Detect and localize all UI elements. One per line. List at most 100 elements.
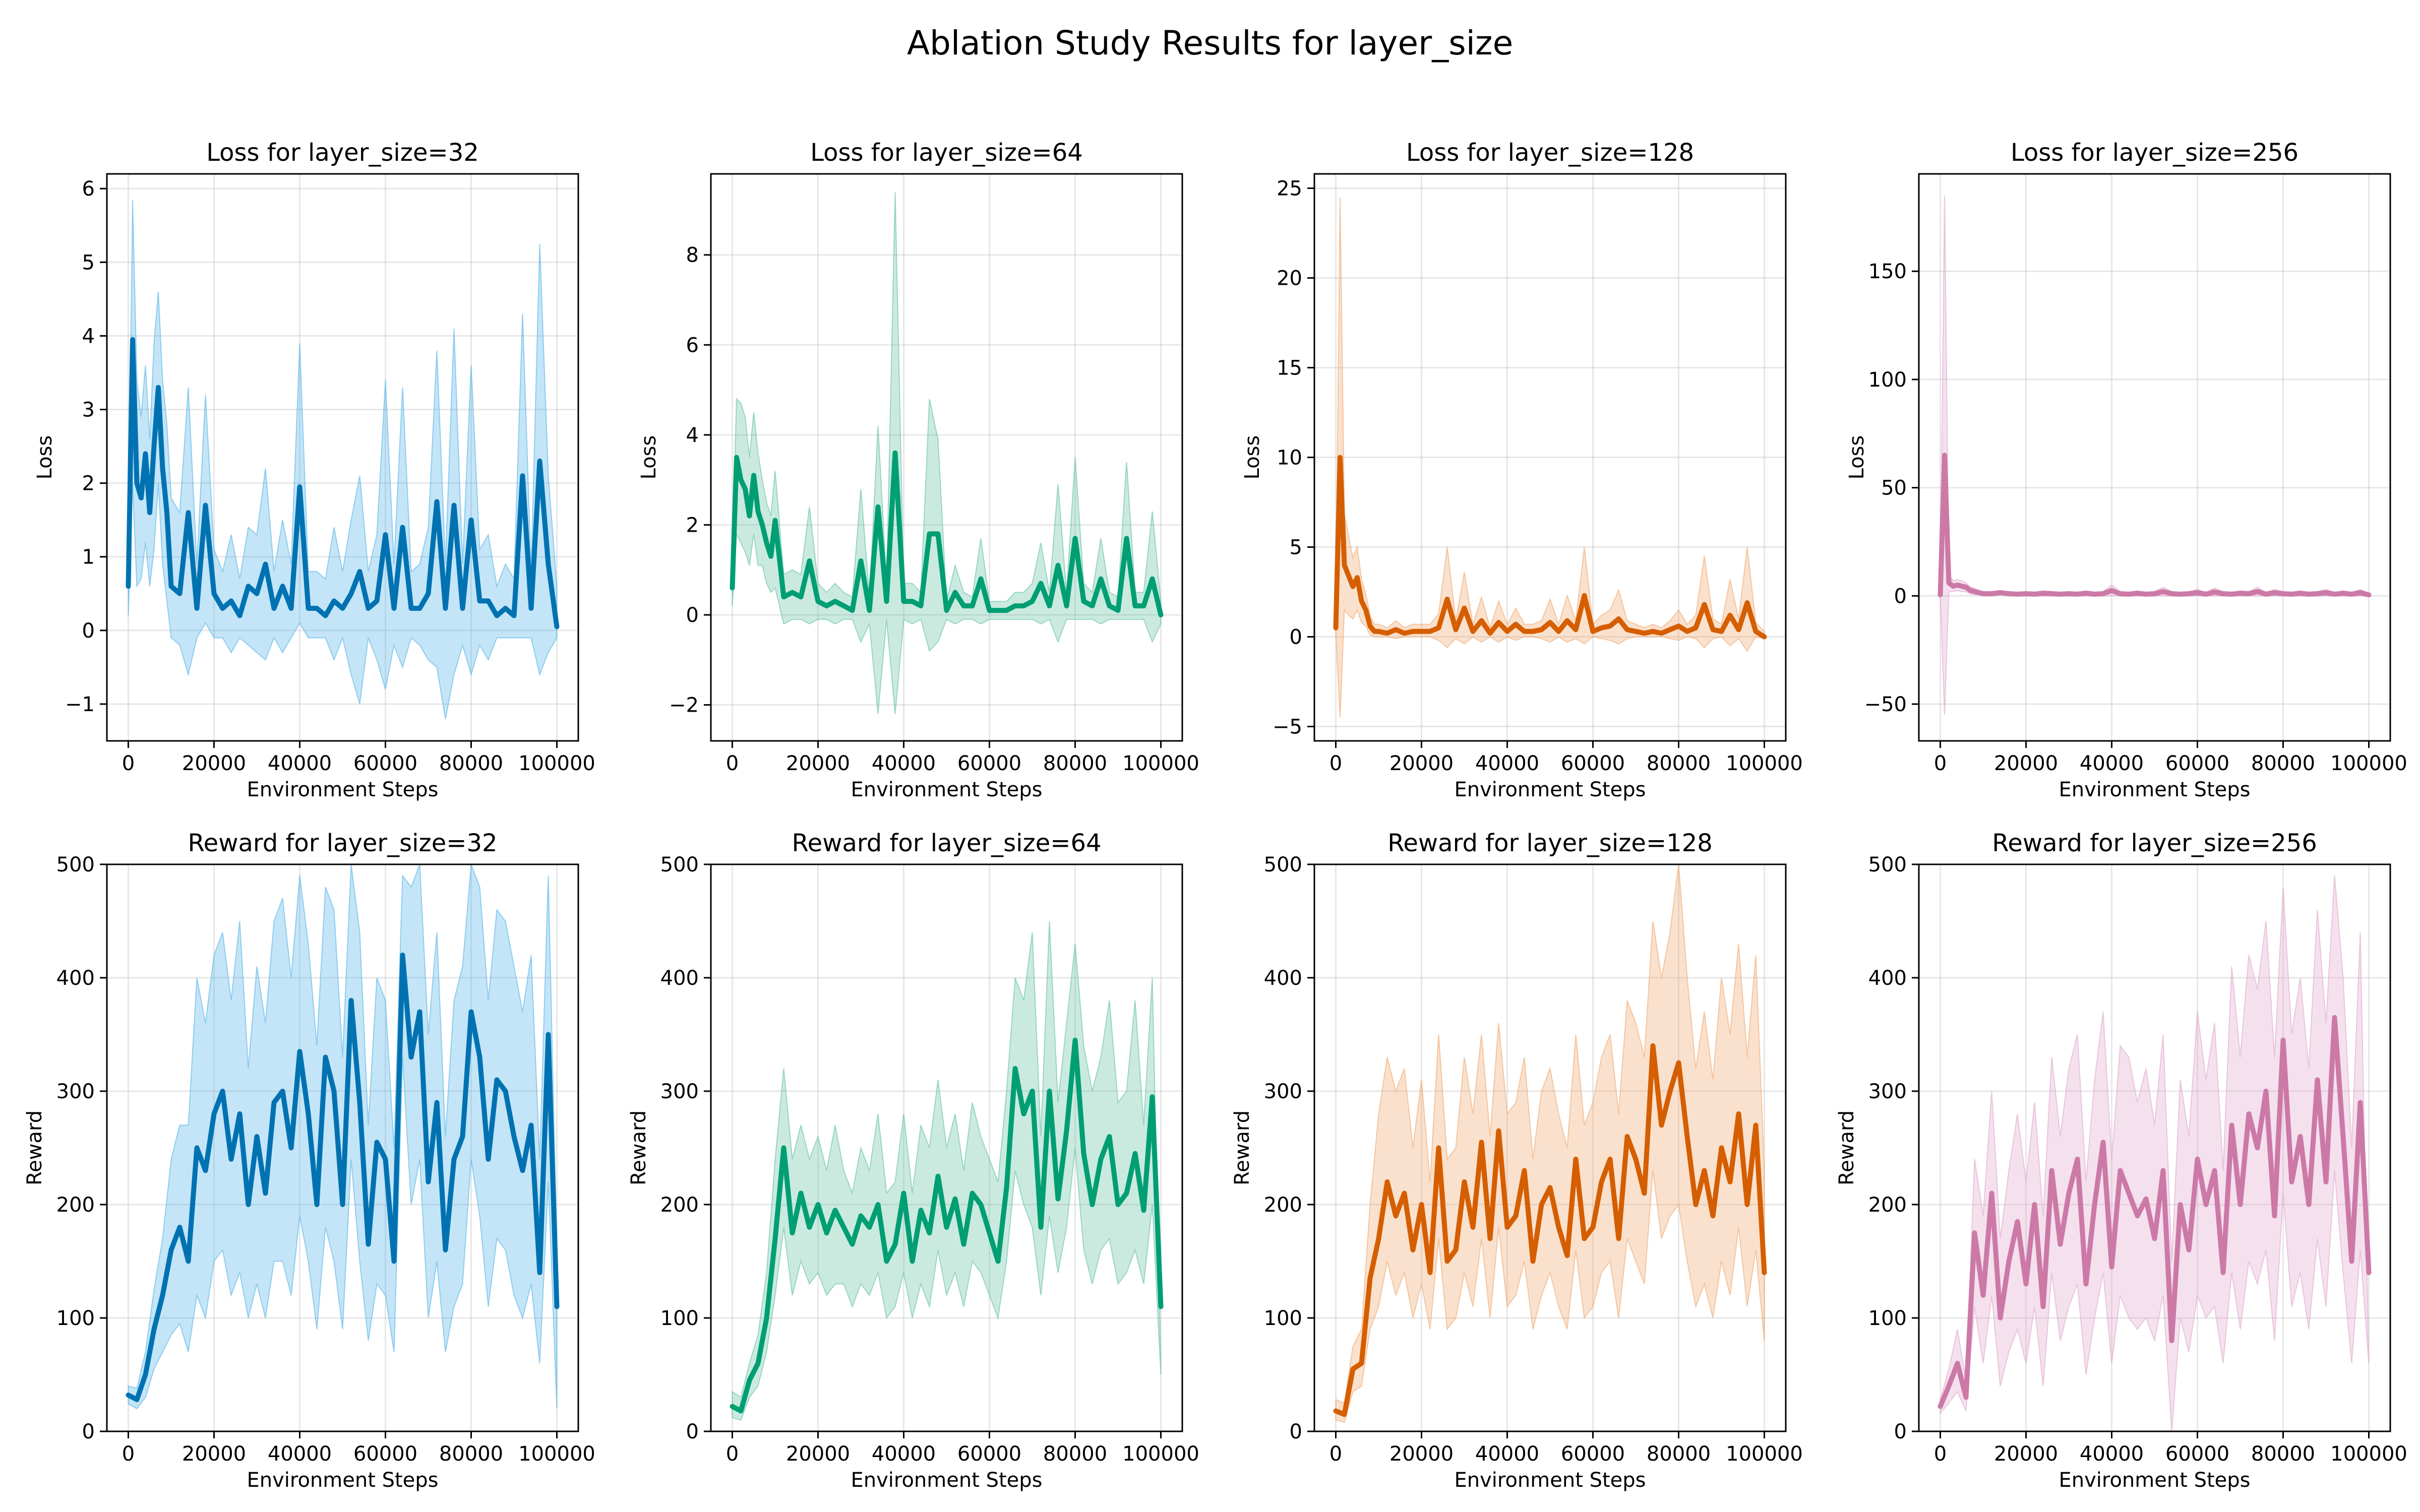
- axes-frame: [710, 173, 1183, 742]
- subplot-title: Reward for layer_size=64: [792, 829, 1101, 857]
- y-tick-label: 0: [686, 604, 699, 627]
- x-tick-label: 100000: [1122, 752, 1199, 775]
- y-tick-label: 0: [686, 1420, 699, 1443]
- subplot-0-3: 0 20000 40000 60000 80000 100000 −50 0 50 100 150 L…: [1845, 139, 2407, 801]
- series-line: [1333, 1043, 1767, 1417]
- y-tick-label: 200: [1264, 1193, 1302, 1217]
- y-tick-label: 5: [82, 251, 95, 274]
- confidence-band: [1335, 864, 1765, 1423]
- y-axis-label: Loss: [1241, 435, 1264, 480]
- y-tick-label: 300: [1264, 1080, 1302, 1103]
- y-axis-label: Loss: [1845, 435, 1868, 480]
- axes-frame: [710, 863, 1183, 1432]
- x-axis-label: Environment Steps: [247, 778, 438, 801]
- y-tick-label: 400: [660, 967, 699, 990]
- y-tick-label: 20: [1277, 267, 1302, 290]
- grid: [1314, 174, 1786, 741]
- x-tick-label: 0: [726, 1442, 739, 1466]
- y-tick-label: 0: [1894, 1420, 1907, 1443]
- y-tick-label: 400: [56, 967, 95, 990]
- y-tick-label: 100: [56, 1307, 95, 1330]
- subplot-0-2: 0 20000 40000 60000 80000 100000 −5 0 5 10 15 20 25 L…: [1241, 139, 1803, 801]
- y-tick-label: 200: [1868, 1193, 1907, 1217]
- x-axis-label: Environment Steps: [1454, 1469, 1646, 1492]
- subplot-title: Reward for layer_size=32: [188, 829, 497, 857]
- x-axis-label: Environment Steps: [2059, 778, 2250, 801]
- y-tick-label: 6: [82, 177, 95, 201]
- series-line: [126, 337, 560, 629]
- x-tick-label: 80000: [439, 752, 503, 775]
- y-tick-label: 10: [1277, 447, 1302, 470]
- y-axis-label: Loss: [33, 435, 56, 480]
- y-tick-label: 200: [660, 1193, 699, 1217]
- x-tick-label: 40000: [1475, 1442, 1539, 1466]
- y-tick-label: 25: [1277, 177, 1302, 200]
- x-tick-label: 20000: [1389, 752, 1454, 775]
- y-tick-label: 0: [1894, 585, 1907, 608]
- x-tick-label: 100000: [1726, 1442, 1803, 1466]
- series-line: [730, 450, 1164, 617]
- x-tick-label: 0: [1329, 752, 1342, 775]
- y-tick-label: 400: [1264, 967, 1302, 990]
- confidence-band: [1940, 875, 2370, 1431]
- y-tick-label: 1: [82, 546, 95, 569]
- y-tick-label: 6: [686, 334, 699, 357]
- y-tick-label: 15: [1277, 356, 1302, 380]
- subplot-1-0: 0 20000 40000 60000 80000 100000 0 100 200 300 400…: [23, 829, 595, 1492]
- y-tick-label: 150: [1868, 260, 1907, 283]
- x-tick-label: 40000: [1475, 752, 1539, 775]
- subplot-title: Loss for layer_size=256: [2011, 139, 2298, 167]
- y-tick-label: 100: [660, 1307, 699, 1330]
- axes-frame: [1313, 863, 1787, 1432]
- series-line: [1938, 1015, 2372, 1409]
- subplot-title: Reward for layer_size=128: [1387, 829, 1713, 857]
- y-tick-label: 100: [1868, 1307, 1907, 1330]
- x-tick-label: 100000: [2330, 1442, 2407, 1466]
- y-tick-label: 0: [1290, 1420, 1302, 1443]
- subplot-1-2: 0 20000 40000 60000 80000 100000 0 100 200 300 400…: [1231, 829, 1803, 1492]
- x-tick-label: 0: [1934, 1442, 1947, 1466]
- y-tick-label: 100: [1264, 1307, 1302, 1330]
- y-tick-label: −2: [669, 694, 699, 717]
- y-tick-label: 4: [686, 424, 699, 447]
- y-tick-label: 0: [82, 619, 95, 643]
- x-tick-label: 100000: [1726, 752, 1803, 775]
- x-tick-label: 20000: [786, 752, 850, 775]
- y-tick-label: 0: [1290, 626, 1302, 649]
- y-tick-label: −1: [65, 693, 95, 716]
- x-tick-label: 40000: [2080, 752, 2144, 775]
- grid: [1919, 174, 2390, 741]
- x-tick-label: 60000: [2165, 1442, 2229, 1466]
- x-tick-label: 20000: [1389, 1442, 1454, 1466]
- x-tick-label: 60000: [1561, 752, 1625, 775]
- subplot-title: Loss for layer_size=64: [810, 139, 1083, 167]
- confidence-band: [128, 200, 558, 719]
- series-line: [126, 953, 560, 1402]
- y-tick-label: 0: [82, 1420, 95, 1443]
- x-tick-label: 20000: [182, 1442, 246, 1466]
- x-axis-label: Environment Steps: [851, 778, 1042, 801]
- x-tick-label: 100000: [518, 752, 595, 775]
- y-axis-label: Reward: [23, 1110, 46, 1185]
- y-tick-label: 8: [686, 244, 699, 267]
- x-tick-label: 100000: [1122, 1442, 1199, 1466]
- y-tick-label: 400: [1868, 967, 1907, 990]
- y-tick-label: 300: [660, 1080, 699, 1103]
- x-tick-label: 20000: [1994, 752, 2058, 775]
- x-tick-label: 60000: [353, 1442, 417, 1466]
- axes-frame: [106, 863, 579, 1432]
- y-tick-label: 3: [82, 399, 95, 422]
- x-tick-label: 60000: [957, 1442, 1021, 1466]
- y-axis-label: Reward: [1231, 1110, 1254, 1185]
- x-tick-label: 80000: [1647, 1442, 1711, 1466]
- confidence-band: [128, 864, 558, 1410]
- y-tick-label: 2: [686, 514, 699, 537]
- y-tick-label: 300: [56, 1080, 95, 1103]
- x-tick-label: 40000: [2080, 1442, 2144, 1466]
- x-tick-label: 100000: [518, 1442, 595, 1466]
- x-tick-label: 60000: [353, 752, 417, 775]
- y-tick-label: 5: [1290, 536, 1302, 559]
- figure-title: Ablation Study Results for layer_size: [907, 24, 1513, 62]
- x-tick-label: 0: [1934, 752, 1947, 775]
